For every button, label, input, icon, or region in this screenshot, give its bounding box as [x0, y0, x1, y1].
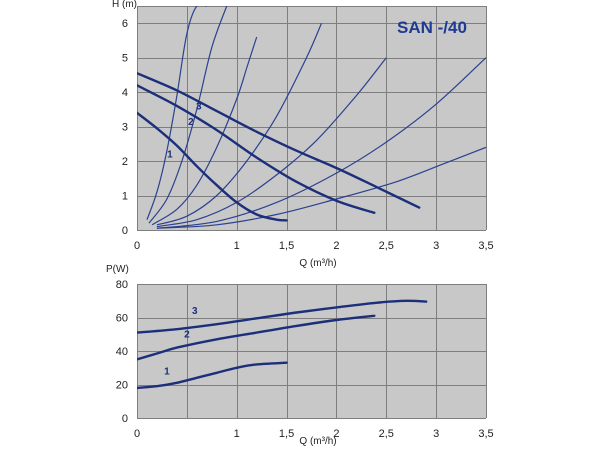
power-plot-clip-group	[137, 299, 428, 390]
power-xtick-label: 1,5	[279, 428, 294, 440]
power-speed-label-1: 1	[164, 366, 170, 377]
head-ytick-label: 2	[122, 156, 128, 168]
power-speed-curve-3	[137, 299, 428, 334]
head-grid	[137, 6, 487, 231]
power-ytick-label: 60	[116, 313, 128, 325]
head-speed-curve-1	[137, 111, 288, 222]
power-ytick-label: 80	[116, 279, 128, 291]
head-ytick-label: 5	[122, 53, 128, 65]
head-x-axis-title: Q (m³/h)	[299, 258, 336, 269]
head-xtick-label: 3	[433, 240, 439, 252]
head-plot-clip-group	[137, 6, 486, 229]
head-system-curve-4	[156, 22, 323, 226]
head-y-axis-title: H (m)	[112, 0, 137, 10]
head-speed-label-3: 3	[196, 101, 202, 112]
power-xtick-label: 1	[234, 428, 240, 440]
power-xtick-label: 3,5	[478, 428, 493, 440]
head-xtick-label: 2,5	[379, 240, 394, 252]
power-speed-curve-1	[137, 361, 288, 390]
power-x-axis-title: Q (m³/h)	[299, 436, 336, 447]
head-system-curve-1	[146, 6, 207, 220]
power-ytick-label: 20	[116, 380, 128, 392]
power-speed-label-2: 2	[184, 330, 190, 341]
power-grid	[137, 284, 487, 419]
power-xtick-label: 0	[134, 428, 140, 440]
power-speed-label-3: 3	[192, 306, 198, 317]
head-xtick-label: 1,5	[279, 240, 294, 252]
head-ytick-label: 4	[122, 87, 128, 99]
power-ytick-label: 40	[116, 346, 128, 358]
head-ytick-label: 6	[122, 18, 128, 30]
head-xtick-label: 3,5	[478, 240, 493, 252]
head-ytick-label: 3	[122, 122, 128, 134]
head-speed-label-1: 1	[167, 150, 173, 161]
head-system-curve-7	[156, 146, 486, 229]
head-ytick-label: 1	[122, 191, 128, 203]
head-system-curve-3	[151, 36, 258, 226]
power-ytick-label: 0	[122, 413, 128, 425]
head-speed-curve-3	[137, 72, 421, 209]
head-speed-curve-2	[137, 84, 376, 214]
head-speed-label-2: 2	[188, 117, 194, 128]
power-xtick-label: 2	[333, 428, 339, 440]
power-xtick-label: 3	[433, 428, 439, 440]
head-chart-title: SAN -/40	[397, 18, 467, 37]
power-speed-curve-2	[137, 314, 376, 361]
head-system-curve-5	[156, 57, 387, 228]
head-xtick-label: 2	[333, 240, 339, 252]
head-system-curve-6	[156, 57, 486, 229]
head-system-curve-2	[148, 6, 228, 224]
power-xtick-label: 2,5	[379, 428, 394, 440]
head-plot-area	[137, 6, 486, 230]
head-ytick-label: 0	[122, 225, 128, 237]
head-xtick-label: 1	[234, 240, 240, 252]
head-xtick-label: 0	[134, 240, 140, 252]
power-y-axis-title: P(W)	[106, 264, 129, 275]
